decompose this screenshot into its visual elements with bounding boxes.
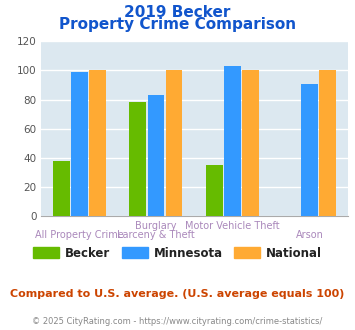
Bar (242, 70, 259, 216)
Bar (301, 83, 318, 216)
Bar (130, 102, 146, 216)
Text: Arson: Arson (296, 230, 323, 240)
Legend: Becker, Minnesota, National: Becker, Minnesota, National (33, 247, 322, 260)
Text: Property Crime Comparison: Property Crime Comparison (59, 16, 296, 31)
Text: 2019 Becker: 2019 Becker (124, 5, 231, 20)
Bar (148, 95, 164, 216)
Text: Larceny & Theft: Larceny & Theft (117, 230, 195, 240)
Text: Burglary: Burglary (135, 221, 177, 231)
Bar (53, 161, 70, 216)
Bar (224, 66, 241, 216)
Text: All Property Crime: All Property Crime (35, 230, 124, 240)
Bar (206, 165, 223, 216)
Text: Motor Vehicle Theft: Motor Vehicle Theft (185, 221, 280, 231)
Bar (165, 70, 182, 216)
Bar (319, 70, 336, 216)
Text: Compared to U.S. average. (U.S. average equals 100): Compared to U.S. average. (U.S. average … (10, 289, 345, 299)
Bar (89, 70, 106, 216)
Text: © 2025 CityRating.com - https://www.cityrating.com/crime-statistics/: © 2025 CityRating.com - https://www.city… (32, 317, 323, 326)
Bar (71, 72, 88, 216)
